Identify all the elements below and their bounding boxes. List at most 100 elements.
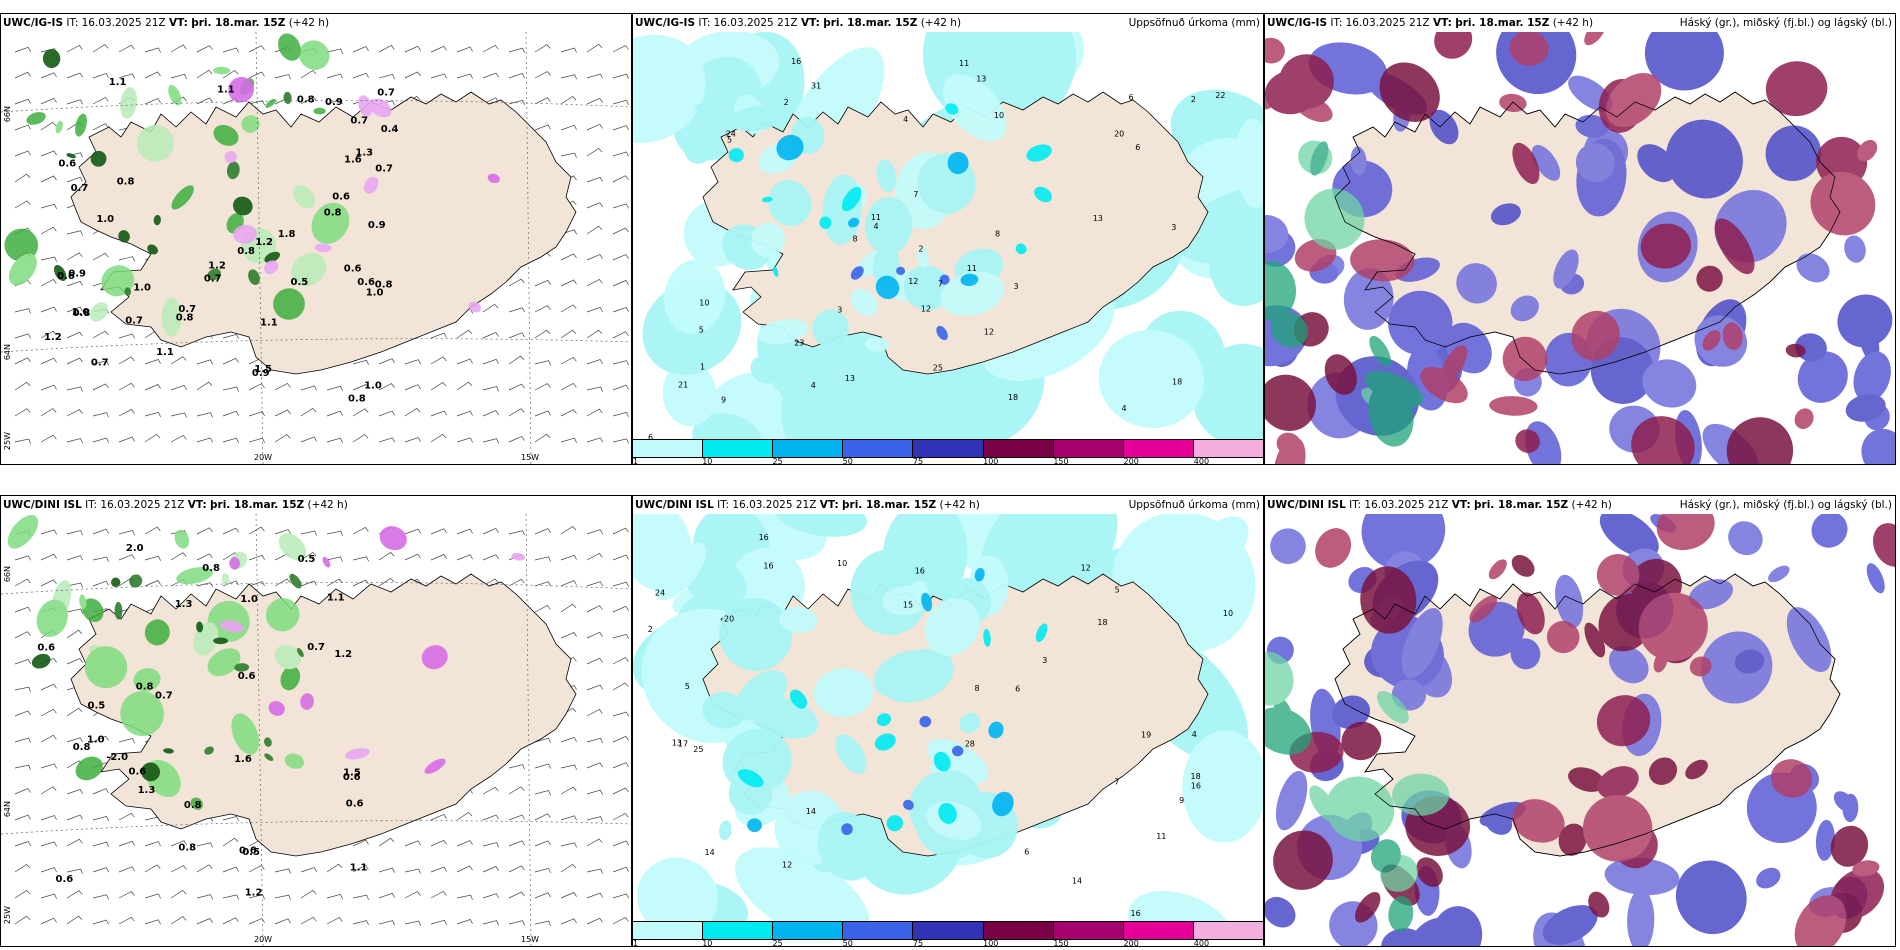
field-blob: [747, 818, 762, 833]
field-blob: [662, 361, 717, 427]
wind-barb: [534, 790, 551, 796]
field-blob: [776, 134, 804, 161]
wind-barb: [196, 69, 213, 79]
field-blob: [1434, 32, 1473, 59]
wind-barb: [508, 814, 525, 821]
wind-barb: [534, 581, 551, 587]
accum-value: 25: [933, 364, 943, 373]
precip-value: 0.7: [91, 358, 109, 369]
field-blob: [1515, 429, 1540, 453]
wind-barb: [456, 73, 473, 79]
field-blob: [190, 797, 204, 810]
accum-value: 6: [1024, 847, 1029, 856]
precip-value: 0.7: [377, 88, 395, 99]
field-blob: [789, 689, 808, 709]
field-blob: [66, 153, 76, 159]
field-blob: [82, 598, 104, 622]
field-blob: [1797, 351, 1848, 403]
wind-barb: [40, 815, 57, 821]
field-blob: [55, 120, 63, 134]
accum-value: 6: [1015, 685, 1020, 694]
wind-barb: [248, 526, 265, 535]
wind-barb: [66, 280, 83, 287]
accum-value: 14: [705, 848, 715, 857]
color-scale-ticks: 1 10 25 50 75 100 150 200 400: [633, 457, 1263, 464]
field-blob: [54, 264, 67, 282]
field-blob: [1810, 171, 1876, 236]
field-blob: [1354, 891, 1381, 923]
wind-barb: [456, 381, 473, 391]
wind-barb: [508, 278, 525, 287]
field-blob: [781, 382, 886, 446]
wind-barb: [144, 864, 161, 873]
wind-barb: [144, 71, 161, 79]
precip-map: 0.50.60.60.80.5-2.00.60.61.00.70.60.51.2…: [1, 514, 631, 946]
field-blob: [655, 542, 707, 601]
precip-value-group: 0.50.60.60.80.5-2.00.60.61.00.70.60.51.2…: [37, 543, 367, 898]
wind-barb: [612, 735, 629, 743]
precip-value: 0.6: [343, 772, 361, 783]
field-blob: [1786, 607, 1832, 673]
wind-barb: [404, 71, 421, 79]
wind-barb: [612, 812, 629, 821]
wind-barb: [144, 433, 161, 443]
wind-barb: [612, 527, 629, 535]
field-blob: [1510, 638, 1541, 670]
wind-barb: [40, 175, 57, 183]
wind-barb: [378, 920, 395, 926]
wind-barb: [196, 97, 213, 105]
field-blob: [817, 812, 878, 881]
scale-tick: 150: [1053, 939, 1069, 947]
wind-barb: [482, 303, 499, 313]
field-blob: [939, 274, 950, 285]
field-blob: [1582, 794, 1653, 862]
precip-value: 1.2: [44, 332, 62, 343]
wind-barb: [170, 434, 187, 443]
wind-barb: [352, 408, 369, 417]
wind-barb: [40, 893, 57, 899]
field-blob: [322, 556, 331, 568]
wind-barb: [508, 72, 525, 79]
accum-value: 7: [1114, 777, 1119, 786]
wind-barb: [274, 409, 291, 417]
field-blob: [1469, 595, 1498, 623]
field-blob: [120, 691, 164, 737]
wind-barb: [456, 811, 473, 821]
wind-barb: [404, 408, 421, 417]
field-blob: [896, 266, 905, 276]
wind-barb: [222, 410, 239, 417]
field-blob: [1861, 428, 1895, 464]
precip-value: 0.8: [237, 246, 255, 257]
wind-barb: [560, 95, 577, 105]
wind-barb: [612, 227, 629, 235]
color-scale-ticks: 1 10 25 50 75 100 150 200 400: [633, 939, 1263, 947]
grid-line: [1, 338, 631, 353]
wind-barb: [92, 841, 109, 847]
field-blobs: [738, 567, 1048, 833]
wind-barb: [456, 329, 473, 339]
wind-barb: [248, 100, 265, 106]
lon-label: 25W: [3, 906, 12, 925]
precip-value: 1.6: [344, 155, 362, 166]
wind-barb: [482, 331, 499, 339]
wind-barb: [40, 917, 57, 925]
panel-title: UWC/DINI ISL IT: 16.03.2025 21Z VT: þri.…: [3, 499, 348, 511]
field-blob: [89, 302, 109, 322]
scale-tick: 400: [1193, 939, 1210, 947]
wind-barb: [456, 437, 473, 443]
wind-barb: [40, 97, 57, 105]
wind-barb: [404, 528, 421, 535]
field-blob: [265, 598, 300, 632]
wind-barb: [534, 840, 551, 847]
field-blob: [936, 325, 948, 341]
wind-barb: [14, 658, 31, 665]
field-blob: [757, 318, 808, 345]
field-blob: [1235, 118, 1263, 209]
field-blobs: [850, 266, 950, 341]
field-blob: [1456, 263, 1497, 304]
wind-barb: [118, 916, 135, 925]
wind-barb: [66, 838, 83, 847]
wind-barb: [274, 918, 291, 925]
field-blob: [1315, 528, 1352, 568]
wind-barb: [92, 894, 109, 900]
